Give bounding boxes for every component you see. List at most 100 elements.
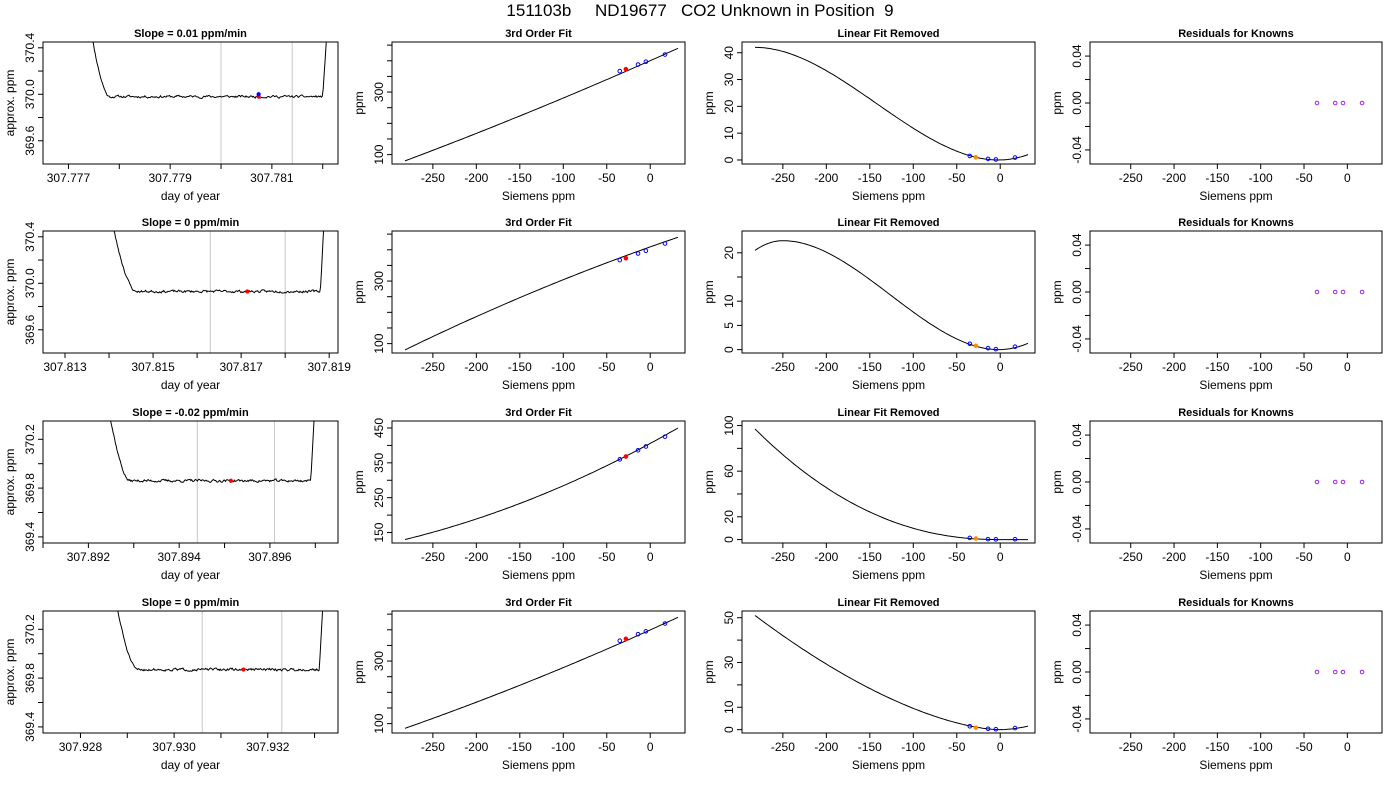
- x-tick-label: -150: [858, 550, 882, 564]
- y-tick-label: 0: [722, 156, 736, 163]
- y-tick-label: 30: [722, 73, 736, 87]
- x-tick-label: -50: [1295, 550, 1313, 564]
- known-point: [662, 241, 668, 246]
- x-tick-label: -50: [948, 550, 966, 564]
- x-tick-label: -200: [464, 550, 488, 564]
- plot-frame: [741, 420, 1036, 544]
- plot-frame: [1089, 420, 1383, 544]
- chart-panel: Linear Fit Removed Siemens ppm ppm -250 -200…: [702, 407, 1036, 582]
- trace-line: [110, 421, 315, 483]
- x-tick-label: -250: [1119, 360, 1143, 374]
- chart-panel: 3rd Order Fit Siemens ppm ppm -250 -200 -150 -…: [352, 597, 686, 772]
- residual-point: [1314, 289, 1320, 295]
- x-tick-label: -200: [464, 740, 488, 754]
- x-tick-label: 0: [997, 171, 1004, 185]
- chart-title: 3rd Order Fit: [505, 28, 572, 40]
- plot-frame: [1089, 41, 1383, 165]
- chart-panel: Slope = 0 ppm/min day of year approx. ppm 3…: [3, 217, 351, 392]
- x-tick-label: 307.894: [157, 550, 201, 564]
- plot-area: [404, 616, 679, 729]
- x-tick-label: -150: [1205, 550, 1229, 564]
- x-tick-label: 307.817: [219, 360, 263, 374]
- x-tick-label: -150: [508, 740, 532, 754]
- y-tick-label: 0.04: [1070, 423, 1084, 447]
- x-axis-label: day of year: [161, 378, 220, 392]
- x-tick-label: 0: [997, 740, 1004, 754]
- x-tick-label: -250: [1119, 171, 1143, 185]
- x-tick-label: -50: [598, 550, 616, 564]
- known-point: [635, 631, 641, 637]
- plot-frame: [42, 230, 339, 354]
- y-axis-label: ppm: [702, 280, 716, 303]
- residual-point: [1340, 669, 1346, 675]
- x-tick-label: 307.928: [59, 740, 103, 754]
- residual-point: [1314, 100, 1320, 106]
- known-point: [985, 726, 991, 732]
- y-tick-label: -0.04: [1070, 325, 1084, 353]
- x-axis-label: Siemens ppm: [502, 568, 575, 582]
- fit-curve: [754, 615, 1029, 731]
- chart-title: Linear Fit Removed: [837, 597, 939, 609]
- y-axis-label: ppm: [352, 660, 366, 683]
- x-tick-label: -200: [1162, 550, 1186, 564]
- unknown-point: [623, 66, 629, 72]
- known-point: [993, 726, 999, 732]
- x-tick-label: 0: [997, 360, 1004, 374]
- y-axis-label: ppm: [702, 660, 716, 683]
- x-axis-label: day of year: [161, 189, 220, 203]
- chart-panel: Linear Fit Removed Siemens ppm ppm -250 -200…: [702, 217, 1036, 392]
- known-point: [967, 341, 973, 347]
- y-tick-label: 0.00: [1070, 470, 1084, 494]
- x-tick-label: -50: [598, 360, 616, 374]
- plot-frame: [741, 230, 1036, 354]
- unknown-point: [623, 255, 629, 261]
- x-tick-label: -150: [858, 171, 882, 185]
- fit-curve: [404, 427, 679, 540]
- x-tick-label: -200: [1162, 360, 1186, 374]
- y-tick-label: 369.4: [23, 712, 37, 742]
- y-tick-label: 20: [722, 99, 736, 113]
- chart-title: Residuals for Knowns: [1178, 28, 1294, 40]
- plot-area: [754, 615, 1029, 732]
- x-axis-label: Siemens ppm: [502, 758, 575, 772]
- y-tick-label: 369.8: [23, 473, 37, 503]
- plot-frame: [741, 41, 1036, 165]
- x-tick-label: -50: [1295, 171, 1313, 185]
- x-axis-label: Siemens ppm: [1199, 378, 1272, 392]
- x-tick-label: 307.930: [152, 740, 196, 754]
- plot-frame: [391, 230, 686, 354]
- known-point: [617, 638, 623, 644]
- plot-frame: [391, 41, 686, 165]
- x-tick-label: -250: [771, 550, 795, 564]
- x-tick-label: -50: [1295, 360, 1313, 374]
- chart-panel: 3rd Order Fit Siemens ppm ppm -250 -200 -150 -…: [352, 407, 686, 582]
- known-point: [662, 621, 668, 626]
- x-tick-label: 307.815: [131, 360, 175, 374]
- known-point: [993, 346, 999, 352]
- y-tick-label: 300: [372, 651, 386, 671]
- plot-frame: [1089, 610, 1383, 734]
- x-axis-label: Siemens ppm: [852, 378, 925, 392]
- fit-curve: [754, 240, 1029, 351]
- plot-frame: [1089, 230, 1383, 354]
- plot-area: [92, 42, 327, 164]
- x-tick-label: -50: [598, 171, 616, 185]
- residual-point: [1359, 289, 1365, 295]
- x-tick-label: -100: [1249, 360, 1273, 374]
- y-tick-label: 370.2: [23, 424, 37, 454]
- known-point: [993, 537, 999, 542]
- known-point: [617, 457, 623, 462]
- x-tick-label: -200: [814, 740, 838, 754]
- y-axis-label: ppm: [1050, 660, 1064, 683]
- y-tick-label: 20: [722, 510, 736, 524]
- chart-title: 3rd Order Fit: [505, 407, 572, 419]
- plot-frame: [391, 610, 686, 734]
- x-tick-label: 0: [1344, 360, 1351, 374]
- sample-point: [256, 92, 261, 97]
- trace-line: [92, 42, 327, 100]
- x-tick-label: -200: [814, 550, 838, 564]
- known-point: [967, 153, 973, 159]
- sample-point: [228, 478, 233, 483]
- x-tick-label: -100: [901, 740, 925, 754]
- x-tick-label: -50: [948, 740, 966, 754]
